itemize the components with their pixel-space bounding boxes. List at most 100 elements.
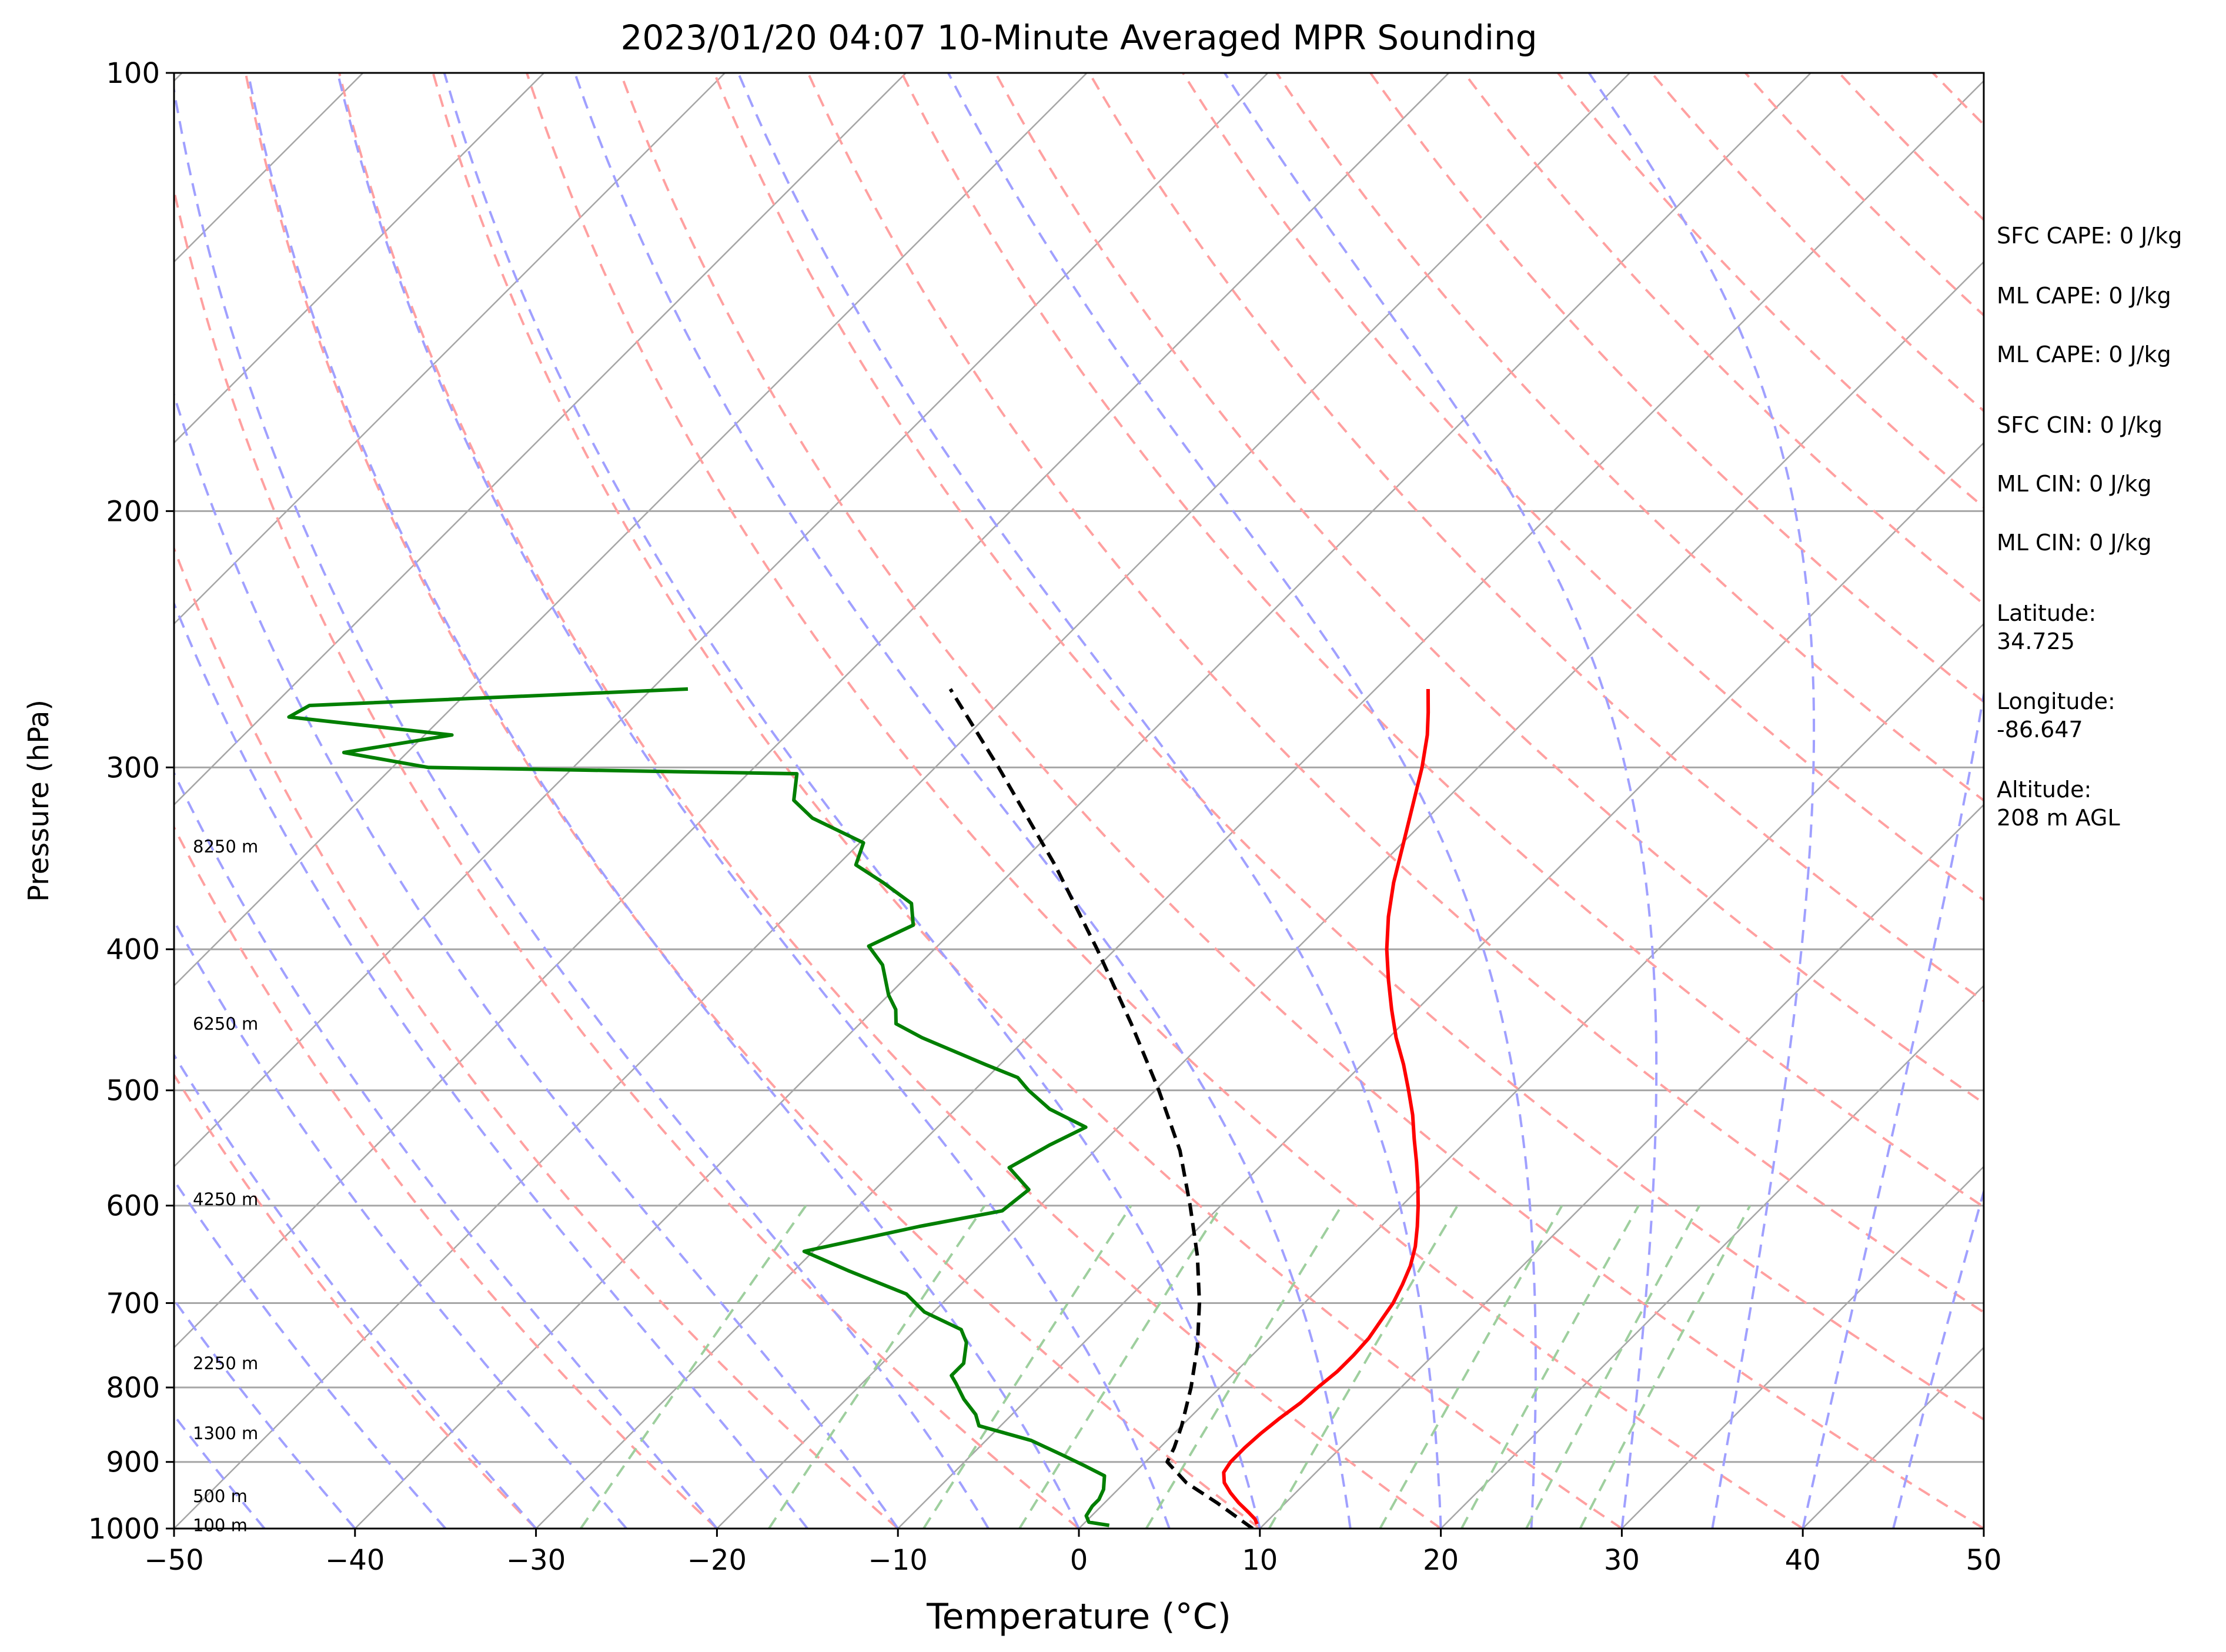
y-axis-ticks: 1000 900 800 700 600 500 400 300 200 100: [88, 57, 174, 1546]
mixing-ratio-line: [1525, 1205, 1701, 1529]
x-tick-label: 30: [1604, 1544, 1640, 1577]
isotherm-lines: [174, 73, 1984, 1529]
dry-adiabat-line: [713, 73, 1984, 1421]
parameter-annotation-line: ML CIN: 0 J/kg: [1997, 530, 2151, 556]
parameter-annotation-line: Longitude:: [1997, 688, 2115, 714]
isotherm-line: [354, 73, 1811, 1529]
moist-adiabat-line: [947, 73, 1537, 1529]
dewpoint-profile: [287, 687, 1110, 1527]
isotherm-line: [1440, 984, 1984, 1529]
height-label: 4250 m: [193, 1189, 258, 1209]
isotherm-line: [174, 73, 726, 625]
parameter-annotation-line: ML CAPE: 0 J/kg: [1997, 342, 2171, 367]
dry-adiabat-line: [174, 545, 899, 1529]
parameter-annotation: SFC CAPE: 0 J/kg: [1997, 223, 2182, 249]
moist-adiabat-line: [1801, 688, 1984, 1529]
isotherm-line: [174, 73, 545, 444]
isotherm-line: [716, 260, 1984, 1529]
y-axis-label: Pressure (hPa): [22, 700, 55, 902]
y-tick-label: 1000: [88, 1513, 160, 1546]
isotherm-line: [535, 79, 1984, 1529]
parameter-annotation-line: Latitude:: [1997, 600, 2096, 626]
moist-adiabat-line: [174, 770, 718, 1529]
isotherm-line: [897, 442, 1984, 1529]
dry-adiabat-line: [244, 73, 1261, 1529]
height-label: 1300 m: [193, 1423, 258, 1443]
parcel-profile: [948, 688, 1254, 1529]
parameter-annotation: ML CIN: 0 J/kg: [1997, 471, 2151, 497]
y-tick-label: 900: [106, 1446, 160, 1479]
temperature-profile: [1222, 688, 1430, 1525]
y-tick-label: 100: [106, 57, 160, 90]
height-label: 500 m: [193, 1486, 248, 1506]
isotherm-line: [174, 73, 1088, 987]
x-axis-ticks: −50 −40 −30 −20 −10 0 10 20 30 40 50: [144, 1529, 2002, 1577]
y-tick-label: 600: [106, 1190, 160, 1223]
isotherm-line: [174, 73, 907, 806]
moist-adiabat-lines: [174, 73, 1984, 1529]
y-tick-label: 700: [106, 1287, 160, 1320]
isotherm-line: [1621, 1165, 1984, 1529]
moist-adiabat-line: [174, 918, 628, 1529]
x-tick-label: −30: [506, 1544, 566, 1577]
moist-adiabat-line: [1892, 1187, 1984, 1529]
isotherm-line: [174, 73, 1450, 1349]
dry-adiabat-lines: [174, 73, 1984, 1529]
moist-adiabat-line: [174, 600, 808, 1529]
mixing-ratio-lines: [579, 1205, 1752, 1529]
isotherm-line: [1078, 623, 1984, 1529]
moist-adiabat-line: [247, 73, 1080, 1529]
dry-adiabat-line: [619, 73, 1984, 1529]
dry-adiabat-line: [807, 73, 1984, 1314]
parameter-annotation-line: -86.647: [1997, 717, 2083, 743]
parameter-annotation-line: SFC CAPE: 0 J/kg: [1997, 223, 2182, 249]
mixing-ratio-line: [768, 1205, 986, 1529]
dry-adiabat-line: [900, 73, 1984, 1209]
parameter-annotation: SFC CIN: 0 J/kg: [1997, 412, 2163, 438]
dry-adiabat-line: [994, 73, 1984, 1105]
parameter-annotation: Latitude: 34.725: [1997, 600, 2096, 654]
x-tick-label: −40: [325, 1544, 385, 1577]
height-labels: 100 m 500 m 1300 m 2250 m 4250 m 6250 m 8250 m: [193, 837, 258, 1536]
height-label: 6250 m: [193, 1014, 258, 1034]
y-tick-label: 500: [106, 1075, 160, 1108]
parameter-annotation: ML CAPE: 0 J/kg: [1997, 342, 2171, 367]
x-axis-label: Temperature (°C): [926, 1596, 1231, 1637]
moist-adiabat-line: [174, 391, 899, 1529]
dry-adiabat-line: [526, 73, 1804, 1529]
isotherm-line: [174, 73, 1630, 1529]
y-tick-label: 400: [106, 934, 160, 967]
parameter-annotation: ML CAPE: 0 J/kg: [1997, 283, 2171, 309]
moist-adiabat-line: [174, 1413, 266, 1529]
x-tick-label: −10: [868, 1544, 928, 1577]
moist-adiabat-line: [174, 1052, 537, 1529]
y-tick-label: 800: [106, 1372, 160, 1404]
y-tick-label: 200: [106, 495, 160, 528]
x-tick-label: −20: [687, 1544, 747, 1577]
chart-title: 2023/01/20 04:07 10-Minute Averaged MPR …: [620, 18, 1537, 58]
sounding-parameters: SFC CAPE: 0 J/kg ML CAPE: 0 J/kg ML CAPE: …: [1997, 223, 2182, 831]
moist-adiabat-line: [1587, 73, 1816, 1529]
height-label: 8250 m: [193, 837, 258, 857]
dry-adiabat-line: [1650, 73, 1984, 413]
moist-adiabat-line: [174, 1178, 447, 1529]
isotherm-line: [1259, 804, 1984, 1529]
moist-adiabat-line: [174, 1297, 356, 1529]
parameter-annotation: Altitude: 208 m AGL: [1997, 777, 2120, 831]
moist-adiabat-line: [737, 73, 1442, 1529]
height-label: 2250 m: [193, 1353, 258, 1373]
x-tick-label: 20: [1423, 1544, 1459, 1577]
dry-adiabat-line: [174, 1072, 537, 1529]
isobar-gridlines: [174, 73, 1984, 1529]
parameter-annotation-line: SFC CIN: 0 J/kg: [1997, 412, 2163, 438]
x-tick-label: 40: [1785, 1544, 1821, 1577]
x-tick-label: −50: [144, 1544, 203, 1577]
isotherm-line: [174, 73, 1269, 1168]
mixing-ratio-line: [579, 1205, 807, 1529]
dry-adiabat-line: [174, 185, 1080, 1529]
parameter-annotation-line: 208 m AGL: [1997, 805, 2120, 831]
mixing-ratio-line: [1579, 1205, 1752, 1529]
parameter-annotation-line: ML CAPE: 0 J/kg: [1997, 283, 2171, 309]
moist-adiabat-line: [443, 73, 1261, 1529]
